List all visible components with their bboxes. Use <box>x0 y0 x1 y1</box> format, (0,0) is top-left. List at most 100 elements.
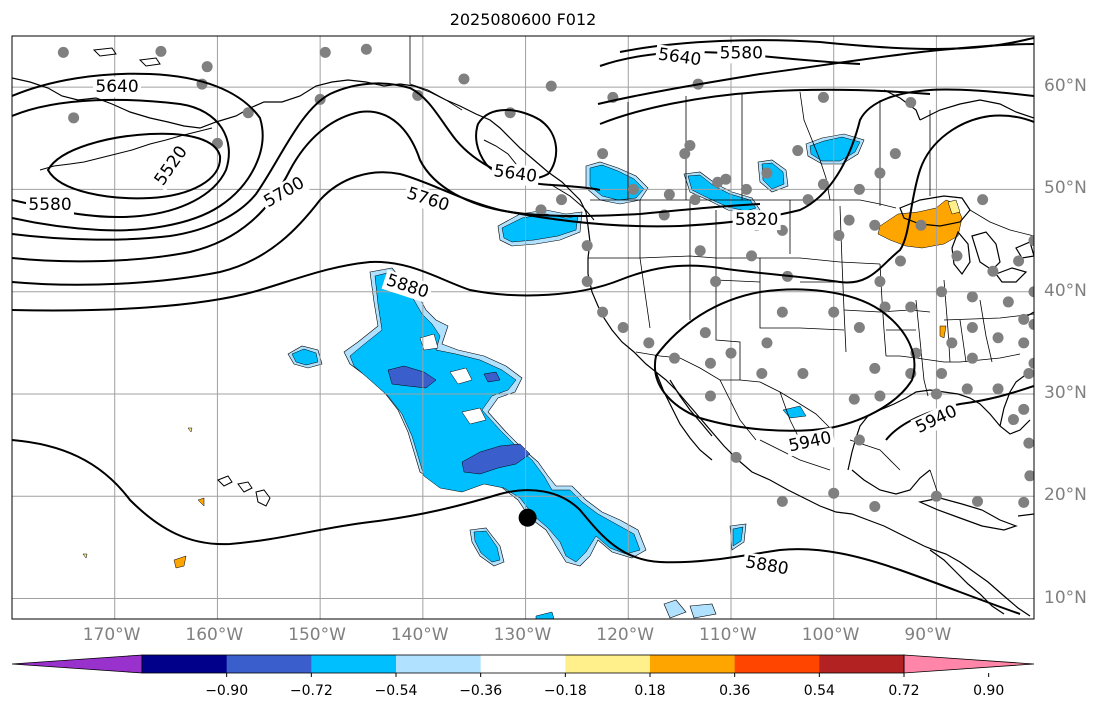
station-dot <box>946 337 958 349</box>
longitude-label: 170°W <box>82 625 141 645</box>
station-dot <box>889 148 901 160</box>
colorbar-segment <box>480 655 566 673</box>
station-dot <box>848 393 860 405</box>
station-dot <box>817 91 829 103</box>
colorbar-tick-label: −0.90 <box>205 683 249 699</box>
anomaly-yellow-areas <box>82 199 961 559</box>
anomaly-gaps <box>419 333 487 425</box>
station-dot <box>545 80 557 92</box>
map-title: 2025080600 F012 <box>449 10 597 29</box>
colorbar-tick-label: 0.72 <box>888 683 920 699</box>
station-dot <box>869 362 881 374</box>
contour-label-background <box>654 44 705 71</box>
contour-label-group: 5820 <box>732 210 781 231</box>
station-dot <box>874 167 886 179</box>
contour-5640-gulf <box>475 109 558 181</box>
contour-label-background <box>910 400 963 439</box>
station-dot <box>1002 296 1014 308</box>
contour-5580-west <box>12 98 230 219</box>
station-dot <box>1018 337 1030 349</box>
colorbar-segment <box>142 655 228 673</box>
station-dot <box>1018 403 1030 415</box>
station-dot <box>869 219 881 231</box>
longitude-label: 150°W <box>288 625 346 645</box>
contour-5760 <box>12 110 761 263</box>
station-dot <box>319 46 331 58</box>
colorbar-tick-label: −0.54 <box>374 683 418 699</box>
station-dot <box>776 306 788 318</box>
contour-5640-west <box>12 72 264 232</box>
station-dot <box>843 214 855 226</box>
station-dot <box>761 167 773 179</box>
map-frame <box>11 35 1035 620</box>
contour-5940 <box>653 288 916 432</box>
colorbar-segment <box>311 655 397 673</box>
station-dot <box>874 275 886 287</box>
station-dot <box>905 96 917 108</box>
contour-label-background <box>26 194 74 215</box>
colorbar-extend-high <box>903 654 1035 674</box>
station-dot <box>966 291 978 303</box>
colorbar-segment <box>396 655 482 673</box>
contour-5820 <box>12 88 1034 286</box>
colorbar-tick-label: −0.18 <box>543 683 587 699</box>
contour-label: 5640 <box>95 77 138 97</box>
station-dot <box>1007 414 1019 426</box>
contour-label-background <box>402 182 454 217</box>
station-dot <box>797 368 809 380</box>
latitude-label: 60°N <box>1044 76 1087 97</box>
station-dot <box>987 265 999 277</box>
station-dot <box>833 229 845 241</box>
station-dot <box>966 352 978 364</box>
station-dot <box>802 194 814 206</box>
map-background <box>12 36 1034 619</box>
station-dot <box>704 390 716 402</box>
contour-5640-north <box>599 88 931 125</box>
contour-label-background <box>490 160 541 188</box>
station-dot <box>936 286 948 298</box>
station-dot <box>756 368 768 380</box>
contour-label: 5580 <box>720 43 763 63</box>
contour-label-group: 5580 <box>717 43 766 64</box>
colorbar-tick-label: −0.36 <box>459 683 503 699</box>
station-dot <box>242 107 254 119</box>
station-dot <box>930 388 942 400</box>
station-dot <box>828 306 840 318</box>
colorbar-segment <box>565 655 651 673</box>
station-dot <box>597 148 609 160</box>
contour-label-background <box>732 210 781 231</box>
station-dot <box>828 487 840 499</box>
station-dot <box>704 357 716 369</box>
latitude-label: 50°N <box>1044 178 1087 199</box>
anomaly-dark-blue-areas <box>387 365 531 475</box>
longitude-label: 130°W <box>493 625 552 645</box>
station-dot <box>68 112 80 124</box>
station-dot <box>915 219 927 231</box>
contour-label-group: 5640 <box>93 77 141 98</box>
station-dot <box>966 322 978 333</box>
station-dot <box>879 301 891 313</box>
station-dot <box>776 495 788 507</box>
station-dot <box>951 250 963 262</box>
station-dot <box>679 148 691 160</box>
colorbar-segment <box>226 655 312 673</box>
graticule <box>12 36 1034 619</box>
contour-label: 5820 <box>735 210 778 230</box>
station-dot <box>740 183 752 195</box>
latitude-label: 20°N <box>1044 485 1087 506</box>
station-dot <box>556 194 568 206</box>
station-dot <box>869 500 881 512</box>
station-dot <box>643 337 655 349</box>
station-dot <box>930 490 942 502</box>
station-marker <box>518 508 537 527</box>
colorbar-tick-label: 0.90 <box>973 683 1005 699</box>
contour-5580-top <box>619 37 1034 53</box>
station-dot <box>627 183 639 195</box>
station-dot <box>617 322 629 333</box>
colorbar-tick-label: 0.54 <box>803 683 835 699</box>
station-dot <box>1023 437 1034 449</box>
station-dot <box>853 322 865 333</box>
contour-label-background <box>258 171 310 214</box>
station-dot <box>817 178 829 190</box>
